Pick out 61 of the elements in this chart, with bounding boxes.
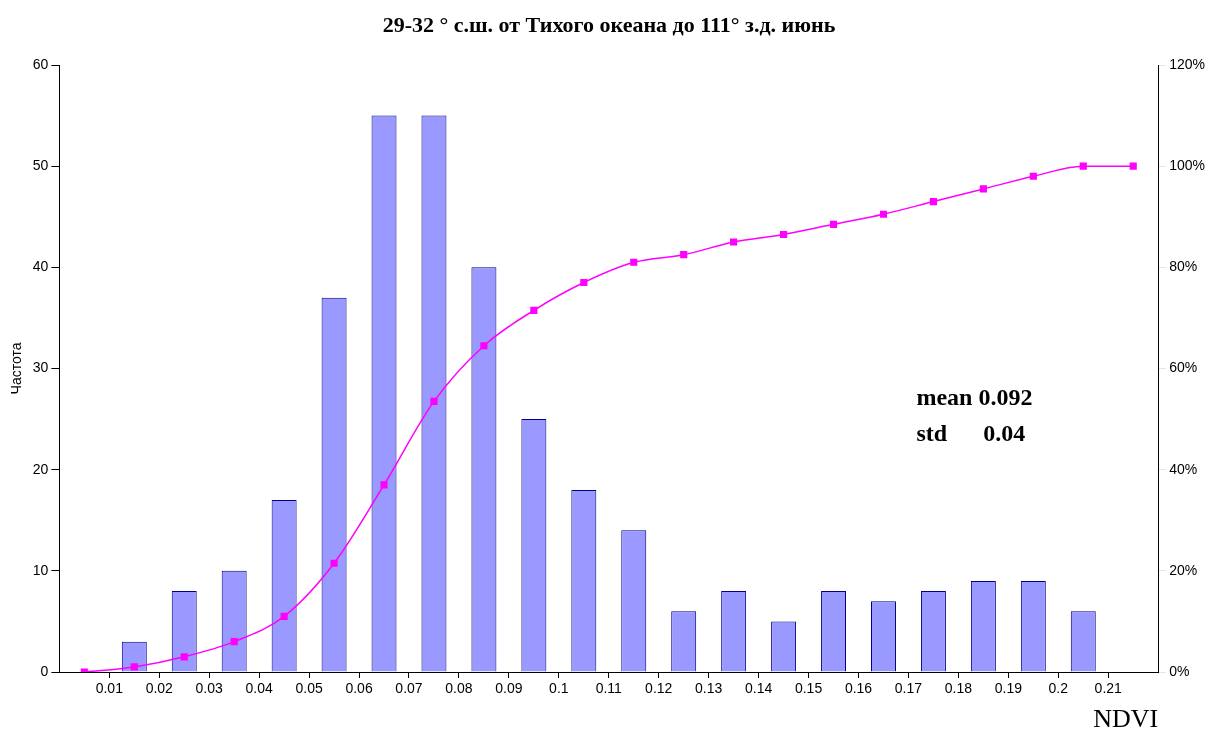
point [879, 210, 888, 218]
point [430, 397, 438, 405]
x-axis-title: NDVI [1093, 704, 1159, 734]
y2-tick-label: 20% [1169, 561, 1198, 578]
point [130, 663, 138, 671]
y-tick-label: 40 [32, 258, 49, 275]
point [1079, 162, 1087, 170]
y-tick-label: 20 [32, 460, 49, 477]
x-tick-label: 0.21 [1094, 680, 1123, 697]
x-tick-label: 0.07 [395, 680, 423, 697]
annotation: std 0.04 [916, 419, 1026, 446]
y-tick-label: 30 [32, 359, 49, 376]
point [1029, 172, 1037, 180]
point [680, 251, 688, 259]
point [979, 185, 987, 193]
x-tick-label: 0.16 [844, 680, 873, 697]
chart-title: 29-32 ° с.ш. от Тихого океана до 111° з.д. июнь [381, 12, 837, 38]
x-tick-label: 0.02 [145, 680, 174, 697]
x-tick-label: 0.17 [894, 680, 923, 697]
point [280, 612, 288, 620]
x-tick-label: 0.04 [245, 680, 273, 697]
x-tick-label: 0.13 [695, 680, 723, 697]
x-tick-label: 0.12 [645, 680, 673, 697]
x-tick-label: 0.08 [445, 680, 473, 697]
y-tick-label: 60 [32, 55, 49, 72]
point [829, 220, 838, 228]
point [180, 653, 188, 661]
point [230, 638, 238, 646]
x-tick-label: 0.1 [549, 680, 569, 697]
y2-tick-label: 40% [1169, 460, 1198, 477]
point [1129, 162, 1137, 170]
x-tick-label: 0.19 [994, 680, 1023, 697]
y2-tick-label: 0% [1169, 662, 1190, 679]
annotation: mean 0.092 [916, 383, 1033, 410]
point [330, 559, 338, 567]
x-tick-label: 0.09 [495, 680, 523, 697]
x-tick-label: 0.05 [295, 680, 323, 697]
y2-tick-label: 60% [1169, 359, 1198, 376]
x-tick-label: 0.01 [95, 680, 124, 697]
x-tick-label: 0.18 [944, 680, 973, 697]
point [580, 278, 588, 287]
x-tick-label: 0.11 [595, 680, 623, 697]
point [480, 342, 488, 350]
point [530, 306, 538, 314]
point [929, 198, 938, 206]
y-tick-label: 50 [32, 157, 49, 174]
y-axis-title: Частота [8, 342, 25, 395]
x-tick-label: 0.15 [794, 680, 823, 697]
y2-tick-label: 120% [1169, 55, 1206, 72]
point [780, 230, 788, 239]
y2-tick-label: 100% [1169, 157, 1206, 174]
x-tick-label: 0.14 [745, 680, 773, 697]
y-tick-label: 0 [40, 662, 49, 679]
x-tick-label: 0.06 [345, 680, 373, 697]
x-tick-label: 0.2 [1048, 680, 1069, 697]
point [380, 481, 388, 489]
x-tick-label: 0.03 [195, 680, 224, 697]
point [730, 238, 738, 246]
y2-tick-label: 80% [1169, 258, 1198, 275]
y-tick-label: 10 [32, 561, 49, 578]
point [630, 258, 638, 266]
